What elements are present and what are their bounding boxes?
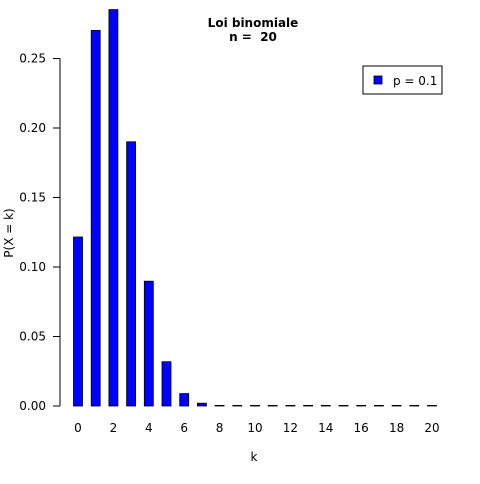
x-tick-label: 20 bbox=[424, 421, 439, 435]
bar-k-14 bbox=[320, 404, 331, 407]
legend-swatch bbox=[373, 75, 383, 85]
chart-title: Loi binomiale bbox=[208, 16, 299, 30]
x-tick-label: 2 bbox=[110, 421, 118, 435]
bar-k-4 bbox=[143, 280, 154, 407]
bar-k-3 bbox=[126, 141, 136, 407]
bar-k-17 bbox=[373, 404, 384, 407]
bar-k-6 bbox=[179, 393, 190, 407]
bar-k-16 bbox=[356, 404, 367, 407]
bar-k-18 bbox=[391, 404, 402, 407]
bar-k-2 bbox=[108, 9, 119, 407]
legend-label: p = 0.1 bbox=[393, 74, 437, 88]
legend: p = 0.1 bbox=[362, 65, 443, 95]
bar-k-7 bbox=[196, 402, 207, 407]
y-tick-label: 0.25 bbox=[19, 52, 46, 66]
bar-k-13 bbox=[303, 404, 314, 407]
x-axis: 0 2 4 6 8 10 12 14 16 18 20 bbox=[74, 421, 439, 435]
legend-box bbox=[362, 65, 443, 95]
x-tick-label: 18 bbox=[389, 421, 404, 435]
bar-k-11 bbox=[267, 404, 278, 407]
x-tick-label: 0 bbox=[74, 421, 82, 435]
x-tick-label: 12 bbox=[283, 421, 298, 435]
x-tick-label: 4 bbox=[145, 421, 153, 435]
bars-group bbox=[73, 9, 437, 407]
bar-k-20 bbox=[427, 404, 437, 407]
y-tick-label: 0.20 bbox=[19, 121, 46, 135]
y-axis: 0.00 0.05 0.10 0.15 0.20 0.25 bbox=[19, 52, 61, 413]
bar-k-0 bbox=[73, 236, 83, 407]
bar-k-12 bbox=[285, 404, 296, 407]
bar-k-9 bbox=[232, 404, 243, 407]
y-tick-label: 0.10 bbox=[19, 260, 46, 274]
bar-k-5 bbox=[161, 361, 172, 407]
x-axis-label: k bbox=[251, 450, 258, 464]
bar-k-8 bbox=[214, 404, 225, 407]
x-tick-label: 8 bbox=[216, 421, 224, 435]
x-tick-label: 16 bbox=[354, 421, 369, 435]
bar-k-15 bbox=[338, 404, 349, 407]
x-tick-label: 14 bbox=[318, 421, 333, 435]
bar-k-1 bbox=[90, 29, 101, 407]
y-tick-label: 0.05 bbox=[19, 330, 46, 344]
y-axis-label: P(X = k) bbox=[2, 208, 16, 257]
x-tick-label: 6 bbox=[180, 421, 188, 435]
x-tick-label: 10 bbox=[247, 421, 262, 435]
chart-subtitle: n = 20 bbox=[229, 30, 277, 44]
bar-k-19 bbox=[409, 404, 420, 407]
y-tick-label: 0.00 bbox=[19, 399, 46, 413]
y-tick-label: 0.15 bbox=[19, 191, 46, 205]
bar-k-10 bbox=[250, 404, 260, 407]
